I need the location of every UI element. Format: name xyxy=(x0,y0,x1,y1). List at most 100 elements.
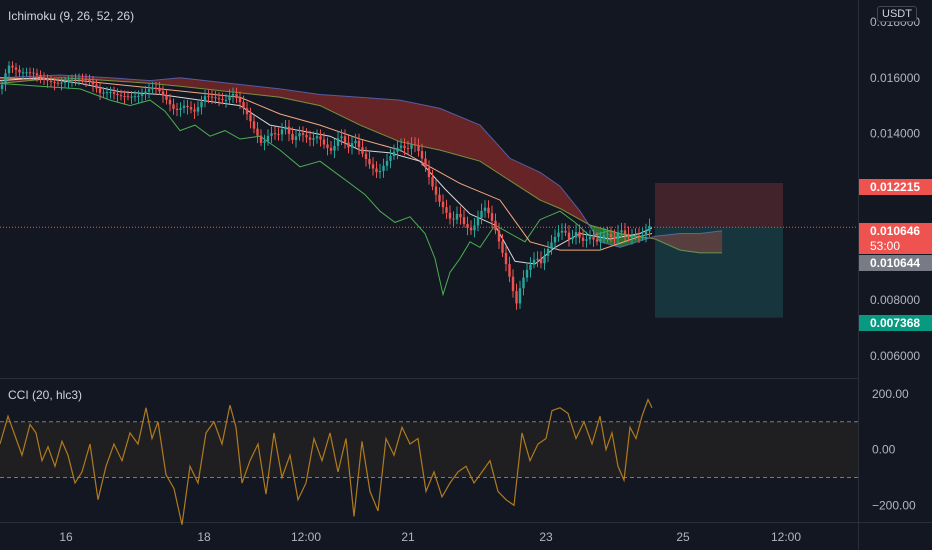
cloud-segment xyxy=(418,104,421,146)
countdown-tag: 53:00 xyxy=(859,238,932,254)
candle-body xyxy=(151,87,154,90)
cloud-segment xyxy=(172,78,175,86)
candle-body xyxy=(217,98,221,100)
candles-group xyxy=(0,61,651,310)
candle-body xyxy=(445,207,448,213)
cloud-segment xyxy=(366,97,369,128)
ichimoku-cloud xyxy=(0,75,723,253)
cloud-segment xyxy=(664,235,667,244)
candle-body xyxy=(319,136,322,140)
currency-button[interactable]: USDT xyxy=(877,6,917,22)
candle-body xyxy=(245,108,249,115)
cloud-segment xyxy=(488,135,491,168)
cloud-segment xyxy=(276,88,279,97)
cloud-segment xyxy=(550,179,553,205)
cloud-segment xyxy=(84,76,87,80)
cloud-segment xyxy=(356,97,359,124)
cloud-segment xyxy=(336,95,339,114)
candle-body xyxy=(413,144,417,146)
cloud-segment xyxy=(498,146,501,174)
cloud-segment xyxy=(608,230,611,245)
candle-body xyxy=(375,168,378,173)
cloud-segment xyxy=(458,116,461,156)
candle-body xyxy=(179,108,182,110)
cloud-segment xyxy=(396,99,399,141)
cloud-segment xyxy=(398,99,401,142)
cloud-segment xyxy=(160,79,163,85)
cloud-segment xyxy=(230,83,233,92)
candle-body xyxy=(438,194,441,202)
cloud-segment xyxy=(250,85,253,95)
cloud-segment xyxy=(626,234,629,246)
candle-body xyxy=(326,144,329,148)
candle-body xyxy=(490,213,494,221)
candle-body xyxy=(46,79,49,81)
cloud-segment xyxy=(448,112,451,153)
time-axis-tick: 12:00 xyxy=(291,530,321,544)
cloud-segment xyxy=(294,91,297,101)
candle-body xyxy=(336,138,340,146)
cloud-segment xyxy=(450,112,453,154)
time-axis-tick: 18 xyxy=(197,530,211,544)
cloud-segment xyxy=(182,78,185,87)
cloud-segment xyxy=(554,182,557,207)
cloud-segment xyxy=(212,81,215,90)
cloud-segment xyxy=(378,98,381,133)
cloud-segment xyxy=(244,85,247,94)
cloud-segment xyxy=(288,90,291,100)
cloud-segment xyxy=(690,233,693,252)
candle-body xyxy=(207,96,210,98)
cloud-segment xyxy=(322,94,325,108)
cloud-segment xyxy=(330,95,333,111)
candle-body xyxy=(536,258,539,260)
candle-body xyxy=(483,207,487,211)
cloud-segment xyxy=(394,99,397,140)
time-axis-tick: 12:00 xyxy=(771,530,801,544)
candle-body xyxy=(280,129,284,135)
cloud-segment xyxy=(700,233,703,253)
cloud-segment xyxy=(712,231,715,253)
candle-body xyxy=(287,126,291,134)
cloud-segment xyxy=(470,121,473,159)
candle-body xyxy=(182,105,186,109)
candle-body xyxy=(305,134,308,138)
candle-body xyxy=(564,230,567,233)
candle-body xyxy=(396,147,399,152)
cloud-segment xyxy=(692,233,695,252)
cloud-segment xyxy=(144,80,147,84)
cloud-segment xyxy=(662,235,665,243)
cloud-segment xyxy=(126,79,129,82)
cloud-segment xyxy=(424,105,427,147)
cloud-segment xyxy=(208,81,211,90)
cloud-segment xyxy=(258,86,261,95)
cloud-segment xyxy=(412,102,415,145)
cloud-segment xyxy=(308,92,311,104)
candle-body xyxy=(550,242,553,249)
cloud-segment xyxy=(654,236,657,240)
cloud-segment xyxy=(192,79,195,88)
candle-body xyxy=(448,212,452,219)
candle-body xyxy=(249,114,252,122)
cloud-segment xyxy=(140,79,143,83)
cloud-segment xyxy=(272,88,275,97)
candle-body xyxy=(42,77,46,80)
cloud-segment xyxy=(68,75,71,79)
candle-body xyxy=(0,84,4,89)
candle-body xyxy=(553,236,557,243)
candle-body xyxy=(109,92,112,94)
candle-body xyxy=(259,135,263,143)
candle-body xyxy=(186,105,189,108)
candle-body xyxy=(74,78,77,80)
cloud-segment xyxy=(384,99,387,136)
cloud-segment xyxy=(410,102,413,145)
cloud-segment xyxy=(680,233,683,251)
candle-body xyxy=(343,136,347,143)
cloud-segment xyxy=(524,165,527,191)
cloud-segment xyxy=(440,108,443,151)
candle-body xyxy=(284,126,287,130)
cloud-segment xyxy=(534,170,537,197)
cloud-segment xyxy=(642,237,645,241)
cloud-segment xyxy=(48,75,51,79)
cloud-segment xyxy=(174,78,177,86)
cloud-segment xyxy=(568,197,571,214)
